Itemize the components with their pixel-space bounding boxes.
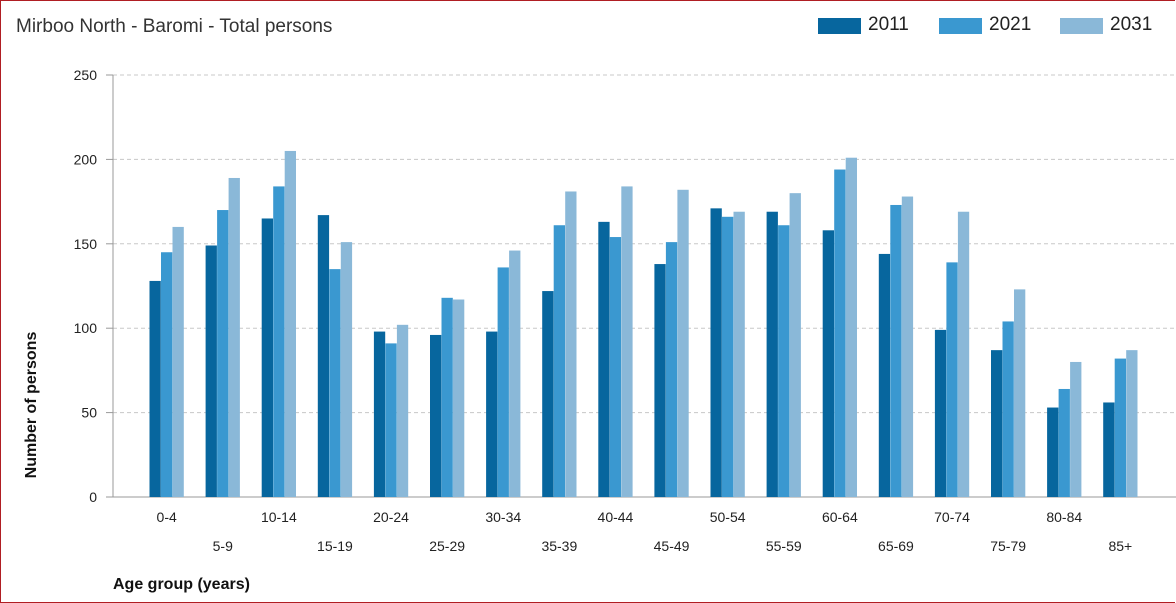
x-tick-label: 60-64 (822, 509, 858, 525)
bar-2031-30-34 (509, 250, 521, 497)
bar-2021-40-44 (609, 237, 622, 497)
bar-2021-45-49 (665, 242, 678, 497)
bar-2011-40-44 (598, 221, 610, 497)
bar-2031-40-44 (621, 186, 633, 497)
bar-2011-50-54 (710, 208, 722, 498)
legend-swatch (939, 18, 982, 34)
bar-2021-70-74 (946, 262, 958, 497)
x-tick-label: 5-9 (213, 538, 233, 554)
bar-2031-0-4 (172, 226, 184, 498)
bar-2021-15-19 (329, 269, 341, 497)
bar-2031-45-49 (677, 189, 689, 497)
x-tick-label: 65-69 (878, 538, 914, 554)
bar-2011-35-39 (542, 291, 554, 497)
x-tick-label: 40-44 (598, 509, 634, 525)
bar-2021-10-14 (273, 186, 285, 497)
bar-2021-60-64 (834, 169, 846, 497)
y-axis-title: Number of persons (23, 332, 40, 479)
legend-swatch (1060, 18, 1103, 34)
bar-2011-55-59 (766, 211, 778, 497)
x-tick-label: 75-79 (990, 538, 1026, 554)
legend-label: 2031 (1110, 14, 1153, 35)
bar-2011-80-84 (1047, 407, 1059, 497)
bar-2021-35-39 (553, 225, 565, 497)
y-tick-label: 150 (74, 236, 98, 252)
chart-title: Mirboo North - Baromi - Total persons (16, 16, 333, 37)
bar-2031-50-54 (733, 211, 745, 497)
bar-2021-0-4 (161, 252, 173, 497)
bar-2011-5-9 (205, 245, 217, 497)
bars (149, 150, 1138, 498)
x-tick-label: 15-19 (317, 538, 353, 554)
bar-2021-85+ (1114, 358, 1126, 497)
bar-2011-20-24 (373, 331, 386, 497)
bar-2011-0-4 (149, 280, 161, 497)
y-tick-label: 100 (74, 320, 98, 336)
bar-2021-30-34 (497, 267, 509, 497)
x-tick-label: 30-34 (485, 509, 521, 525)
x-axis-title: Age group (years) (113, 576, 250, 593)
bar-2011-85+ (1103, 402, 1115, 497)
bar-2031-75-79 (1014, 289, 1026, 497)
bar-2031-5-9 (228, 177, 240, 497)
bar-2031-65-69 (901, 196, 914, 497)
x-tick-label: 35-39 (541, 538, 577, 554)
bar-2031-85+ (1126, 350, 1138, 497)
bar-2021-75-79 (1002, 321, 1014, 497)
bar-2031-35-39 (565, 191, 577, 498)
bar-2031-60-64 (845, 157, 857, 497)
bar-2011-75-79 (991, 350, 1003, 497)
x-tick-label: 50-54 (710, 509, 746, 525)
bar-2031-70-74 (957, 211, 970, 497)
bar-2011-45-49 (654, 264, 666, 497)
y-tick-label: 200 (74, 151, 98, 167)
y-tick-label: 250 (74, 67, 98, 83)
x-tick-label: 45-49 (654, 538, 690, 554)
tick-labels: 0 50 100 150 200 250 0-4 5-9 10-14 15-19 20-24 25-2… (74, 67, 1133, 554)
bar-2011-25-29 (430, 334, 442, 497)
x-tick-label: 55-59 (766, 538, 802, 554)
bar-2021-65-69 (890, 204, 902, 497)
legend-swatch (818, 18, 861, 34)
bar-2021-80-84 (1058, 388, 1070, 497)
bar-2011-10-14 (261, 218, 273, 498)
x-tick-label: 25-29 (429, 538, 465, 554)
x-tick-label: 20-24 (373, 509, 409, 525)
bar-2011-15-19 (317, 215, 330, 497)
bar-2031-20-24 (396, 324, 409, 497)
bar-2011-60-64 (822, 230, 834, 497)
bar-2021-25-29 (441, 297, 453, 497)
legend-label: 2021 (989, 14, 1032, 35)
x-tick-label: 70-74 (934, 509, 970, 525)
bar-2031-55-59 (789, 193, 801, 497)
bar-2011-30-34 (486, 331, 498, 497)
bar-2021-55-59 (778, 225, 790, 497)
bar-2031-25-29 (453, 299, 465, 497)
x-tick-label: 0-4 (157, 509, 177, 525)
bar-2031-80-84 (1070, 361, 1082, 497)
bar-2011-70-74 (934, 329, 947, 497)
bar-2021-20-24 (385, 343, 397, 497)
x-tick-label: 80-84 (1046, 509, 1082, 525)
bar-2031-10-14 (284, 150, 296, 497)
bar-2021-5-9 (217, 210, 229, 498)
x-tick-label: 85+ (1108, 538, 1132, 554)
y-tick-label: 50 (81, 405, 97, 421)
legend-label: 2011 (868, 14, 909, 35)
bar-2011-65-69 (878, 253, 891, 497)
x-tick-label: 10-14 (261, 509, 297, 525)
y-tick-label: 0 (89, 489, 97, 505)
bar-2031-15-19 (340, 242, 353, 497)
bar-2021-50-54 (722, 216, 734, 498)
